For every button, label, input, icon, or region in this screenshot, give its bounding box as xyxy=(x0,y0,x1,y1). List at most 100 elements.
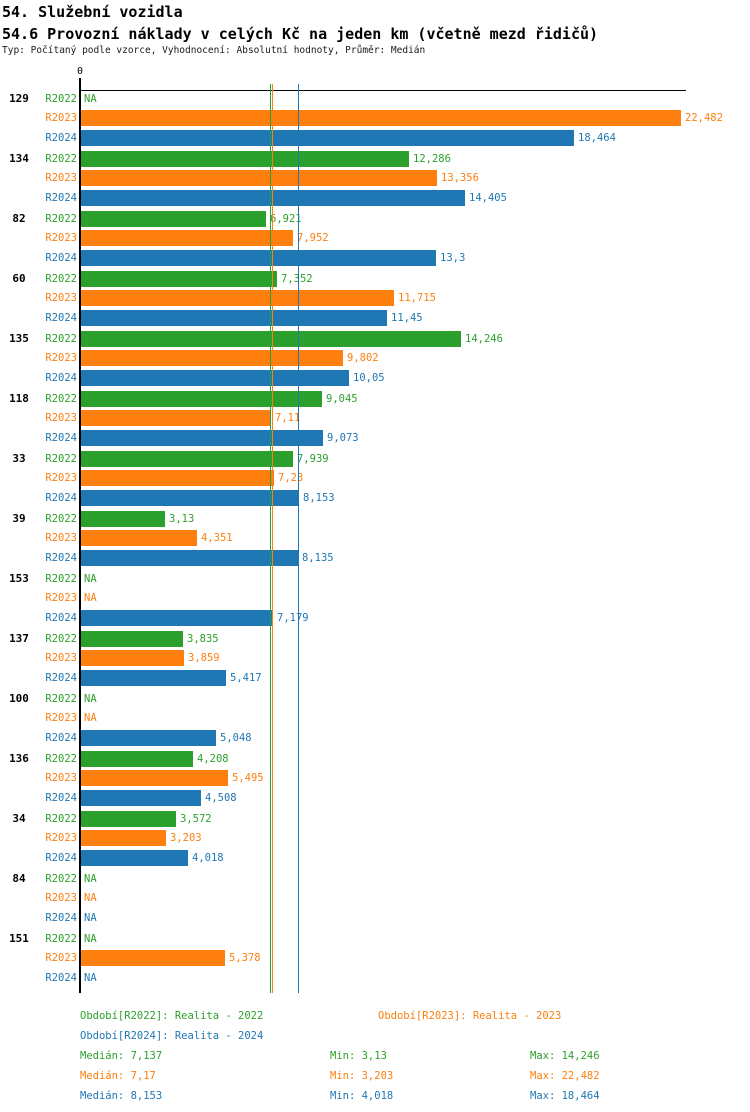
bar xyxy=(81,310,387,326)
series-label: R2022 xyxy=(45,213,77,225)
series-label: R2022 xyxy=(45,153,77,165)
value-label: 8,153 xyxy=(303,492,335,504)
series-label: R2024 xyxy=(45,192,77,204)
value-label: 13,3 xyxy=(440,252,466,264)
value-label: 9,802 xyxy=(347,352,379,364)
value-label: 4,208 xyxy=(197,753,229,765)
series-label: R2022 xyxy=(45,273,77,285)
series-label: R2024 xyxy=(45,252,77,264)
series-label: R2023 xyxy=(45,772,77,784)
value-label: 3,13 xyxy=(169,513,195,525)
bar xyxy=(81,110,681,126)
bar xyxy=(81,470,274,486)
value-label: 11,715 xyxy=(398,292,436,304)
x-axis-line xyxy=(79,90,686,91)
value-label: 7,352 xyxy=(281,273,313,285)
value-label: 5,417 xyxy=(230,672,262,684)
median-line-r2024 xyxy=(298,84,299,993)
group-label: 82 xyxy=(12,212,26,225)
series-label: R2023 xyxy=(45,292,77,304)
series-label: R2022 xyxy=(45,573,77,585)
value-label: 13,356 xyxy=(441,172,479,184)
bar xyxy=(81,391,322,407)
value-label: 3,572 xyxy=(180,813,212,825)
na-label: NA xyxy=(84,892,97,904)
median-line-r2022 xyxy=(270,84,271,993)
bar xyxy=(81,350,343,366)
chart-meta: Typ: Počítaný podle vzorce, Vyhodnocení:… xyxy=(2,45,426,56)
series-label: R2022 xyxy=(45,93,77,105)
series-label: R2022 xyxy=(45,393,77,405)
value-label: 7,939 xyxy=(297,453,329,465)
stat-median: Medián: 8,153 xyxy=(80,1090,163,1102)
value-label: 7,11 xyxy=(275,412,301,424)
series-label: R2024 xyxy=(45,732,77,744)
bar xyxy=(81,550,298,566)
legend-item-r2024: Období[R2024]: Realita - 2024 xyxy=(80,1030,264,1042)
series-label: R2024 xyxy=(45,312,77,324)
na-label: NA xyxy=(84,712,97,724)
stat-max: Max: 22,482 xyxy=(530,1070,600,1082)
series-label: R2023 xyxy=(45,712,77,724)
series-label: R2024 xyxy=(45,852,77,864)
bar xyxy=(81,130,574,146)
bar xyxy=(81,950,225,966)
value-label: 12,286 xyxy=(413,153,451,165)
series-label: R2023 xyxy=(45,952,77,964)
value-label: 3,859 xyxy=(188,652,220,664)
series-label: R2022 xyxy=(45,813,77,825)
bar xyxy=(81,211,266,227)
legend-item-r2022: Období[R2022]: Realita - 2022 xyxy=(80,1010,264,1022)
series-label: R2022 xyxy=(45,513,77,525)
value-label: 5,048 xyxy=(220,732,252,744)
series-label: R2022 xyxy=(45,333,77,345)
series-label: R2023 xyxy=(45,892,77,904)
zero-baseline xyxy=(79,78,81,993)
legend-item-r2023: Období[R2023]: Realita - 2023 xyxy=(378,1010,562,1022)
bar xyxy=(81,830,166,846)
value-label: 9,073 xyxy=(327,432,359,444)
series-label: R2023 xyxy=(45,232,77,244)
series-label: R2022 xyxy=(45,693,77,705)
stat-median: Medián: 7,17 xyxy=(80,1070,156,1082)
value-label: 5,495 xyxy=(232,772,264,784)
group-label: 153 xyxy=(9,572,29,585)
group-label: 136 xyxy=(9,752,29,765)
series-label: R2024 xyxy=(45,132,77,144)
series-label: R2024 xyxy=(45,612,77,624)
value-label: 6,921 xyxy=(270,213,302,225)
na-label: NA xyxy=(84,573,97,585)
series-label: R2024 xyxy=(45,972,77,984)
na-label: NA xyxy=(84,93,97,105)
series-label: R2024 xyxy=(45,552,77,564)
bar xyxy=(81,730,216,746)
bar xyxy=(81,151,409,167)
value-label: 7,179 xyxy=(277,612,309,624)
group-label: 60 xyxy=(12,272,26,285)
series-label: R2023 xyxy=(45,412,77,424)
value-label: 22,482 xyxy=(685,112,723,124)
bar xyxy=(81,290,394,306)
value-label: 8,135 xyxy=(302,552,334,564)
na-label: NA xyxy=(84,933,97,945)
bar xyxy=(81,670,226,686)
group-label: 129 xyxy=(9,92,29,105)
series-label: R2024 xyxy=(45,432,77,444)
series-label: R2022 xyxy=(45,633,77,645)
bar xyxy=(81,751,193,767)
value-label: 9,045 xyxy=(326,393,358,405)
bar xyxy=(81,170,437,186)
bar xyxy=(81,430,323,446)
bar xyxy=(81,511,165,527)
bar xyxy=(81,331,461,347)
bar xyxy=(81,190,465,206)
bar xyxy=(81,530,197,546)
series-label: R2022 xyxy=(45,873,77,885)
group-label: 39 xyxy=(12,512,26,525)
bar xyxy=(81,850,188,866)
stat-median: Medián: 7,137 xyxy=(80,1050,163,1062)
value-label: 4,508 xyxy=(205,792,237,804)
value-label: 10,05 xyxy=(353,372,385,384)
value-label: 3,203 xyxy=(170,832,202,844)
